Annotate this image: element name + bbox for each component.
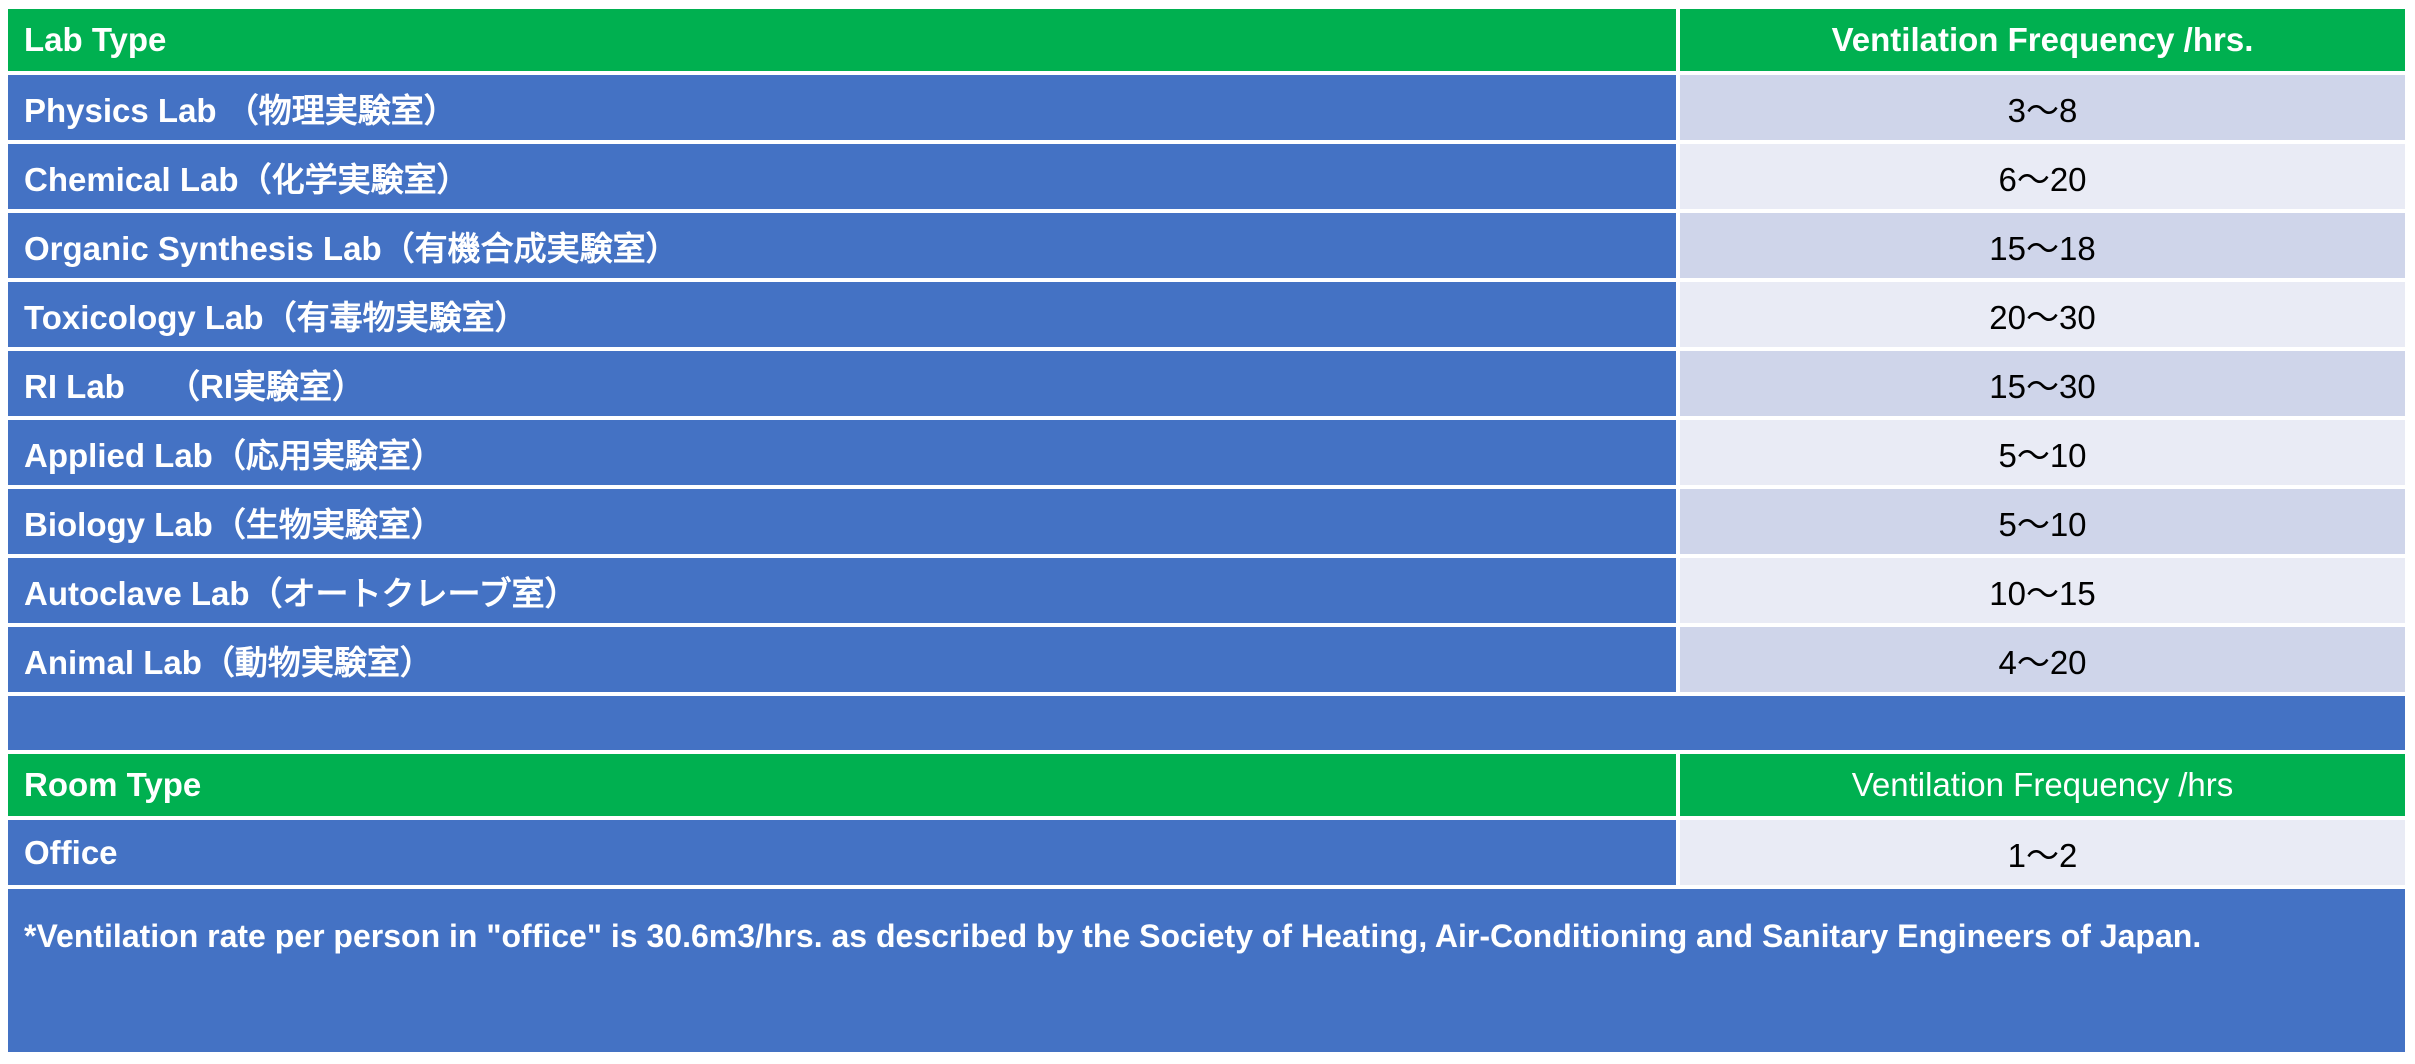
room-table-header: Room Type Ventilation Frequency /hrs xyxy=(8,754,2405,816)
table-row: Autoclave Lab（オートクレーブ室） 10～15 xyxy=(8,558,2405,623)
table-row: Animal Lab（動物実験室） 4～20 xyxy=(8,627,2405,692)
frequency-cell: 6～20 xyxy=(1680,144,2405,209)
frequency-cell: 1～2 xyxy=(1680,820,2405,885)
lab-type-cell: RI Lab （RI実験室） xyxy=(8,351,1676,416)
header-ventilation-frequency: Ventilation Frequency /hrs. xyxy=(1680,9,2405,71)
frequency-cell: 10～15 xyxy=(1680,558,2405,623)
frequency-cell: 3～8 xyxy=(1680,75,2405,140)
table-row: Toxicology Lab（有毒物実験室） 20～30 xyxy=(8,282,2405,347)
table-row: Office 1～2 xyxy=(8,820,2405,885)
header-lab-type: Lab Type xyxy=(8,9,1676,71)
table-row: Organic Synthesis Lab（有機合成実験室） 15～18 xyxy=(8,213,2405,278)
frequency-cell: 20～30 xyxy=(1680,282,2405,347)
spacer-row xyxy=(8,696,2405,750)
frequency-cell: 15～30 xyxy=(1680,351,2405,416)
lab-type-cell: Autoclave Lab（オートクレーブ室） xyxy=(8,558,1676,623)
header-ventilation-frequency: Ventilation Frequency /hrs xyxy=(1680,754,2405,816)
table-row: RI Lab （RI実験室） 15～30 xyxy=(8,351,2405,416)
table-row: Chemical Lab（化学実験室） 6～20 xyxy=(8,144,2405,209)
lab-table-header: Lab Type Ventilation Frequency /hrs. xyxy=(8,9,2405,71)
ventilation-table: Lab Type Ventilation Frequency /hrs. Phy… xyxy=(8,9,2405,1052)
frequency-cell: 5～10 xyxy=(1680,420,2405,485)
frequency-cell: 15～18 xyxy=(1680,213,2405,278)
frequency-cell: 4～20 xyxy=(1680,627,2405,692)
room-type-cell: Office xyxy=(8,820,1676,885)
lab-type-cell: Organic Synthesis Lab（有機合成実験室） xyxy=(8,213,1676,278)
lab-type-cell: Physics Lab （物理実験室） xyxy=(8,75,1676,140)
lab-type-cell: Toxicology Lab（有毒物実験室） xyxy=(8,282,1676,347)
table-row: Biology Lab（生物実験室） 5～10 xyxy=(8,489,2405,554)
lab-type-cell: Animal Lab（動物実験室） xyxy=(8,627,1676,692)
frequency-cell: 5～10 xyxy=(1680,489,2405,554)
table-row: Physics Lab （物理実験室） 3～8 xyxy=(8,75,2405,140)
lab-type-cell: Applied Lab（応用実験室） xyxy=(8,420,1676,485)
header-room-type: Room Type xyxy=(8,754,1676,816)
table-row: Applied Lab（応用実験室） 5～10 xyxy=(8,420,2405,485)
lab-type-cell: Biology Lab（生物実験室） xyxy=(8,489,1676,554)
lab-type-cell: Chemical Lab（化学実験室） xyxy=(8,144,1676,209)
footnote: *Ventilation rate per person in "office"… xyxy=(8,889,2405,1052)
